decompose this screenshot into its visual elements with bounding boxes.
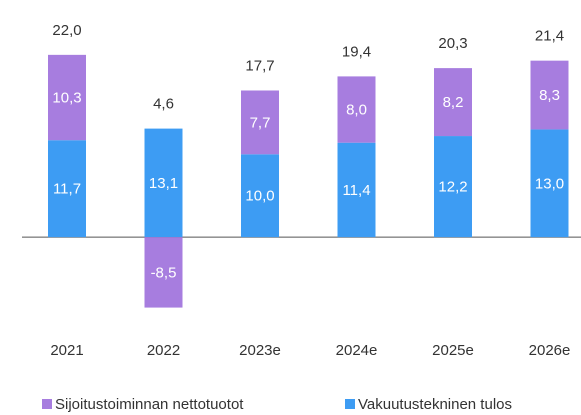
bar-segment <box>337 76 376 143</box>
total-label: 22,0 <box>52 22 81 39</box>
value-label: 10,0 <box>245 188 274 205</box>
x-tick-label: 2023e <box>239 342 281 359</box>
bar-segment <box>144 128 183 238</box>
x-tick-label: 2026e <box>529 342 571 359</box>
legend-swatch <box>42 399 52 409</box>
total-label: 4,6 <box>153 96 174 113</box>
value-label: 11,7 <box>53 181 81 198</box>
bar-segment <box>241 90 279 155</box>
value-label: -8,5 <box>151 264 177 281</box>
value-label: 8,0 <box>346 102 367 119</box>
legend-label: Sijoitustoiminnan nettotuotot <box>55 396 244 413</box>
bar-segment <box>48 54 86 141</box>
bar-segment <box>434 136 472 238</box>
value-label: 11,4 <box>342 182 370 199</box>
total-label: 20,3 <box>438 35 467 52</box>
value-label: 8,3 <box>539 87 560 104</box>
bar-segment <box>530 129 569 238</box>
x-tick-label: 2021 <box>50 342 83 359</box>
total-label: 19,4 <box>342 43 371 60</box>
value-label: 12,2 <box>438 179 467 196</box>
x-tick-label: 2022 <box>147 342 180 359</box>
x-tick-label: 2025e <box>432 342 474 359</box>
x-tick-label: 2024e <box>336 342 378 359</box>
value-label: 10,3 <box>52 89 81 106</box>
value-label: 13,0 <box>535 175 564 192</box>
bar-segment <box>144 237 183 308</box>
total-label: 21,4 <box>535 28 564 45</box>
total-label: 17,7 <box>245 57 274 74</box>
value-label: 13,1 <box>149 175 178 192</box>
bar-segment <box>48 140 86 238</box>
value-label: 7,7 <box>250 114 271 131</box>
value-label: 8,2 <box>443 94 464 111</box>
legend-label: Vakuutustekninen tulos <box>358 396 512 413</box>
legend-swatch <box>345 399 355 409</box>
bar-segment <box>530 60 569 130</box>
bar-segment <box>434 68 472 137</box>
bar-segment <box>337 142 376 238</box>
bar-segment <box>241 154 279 238</box>
